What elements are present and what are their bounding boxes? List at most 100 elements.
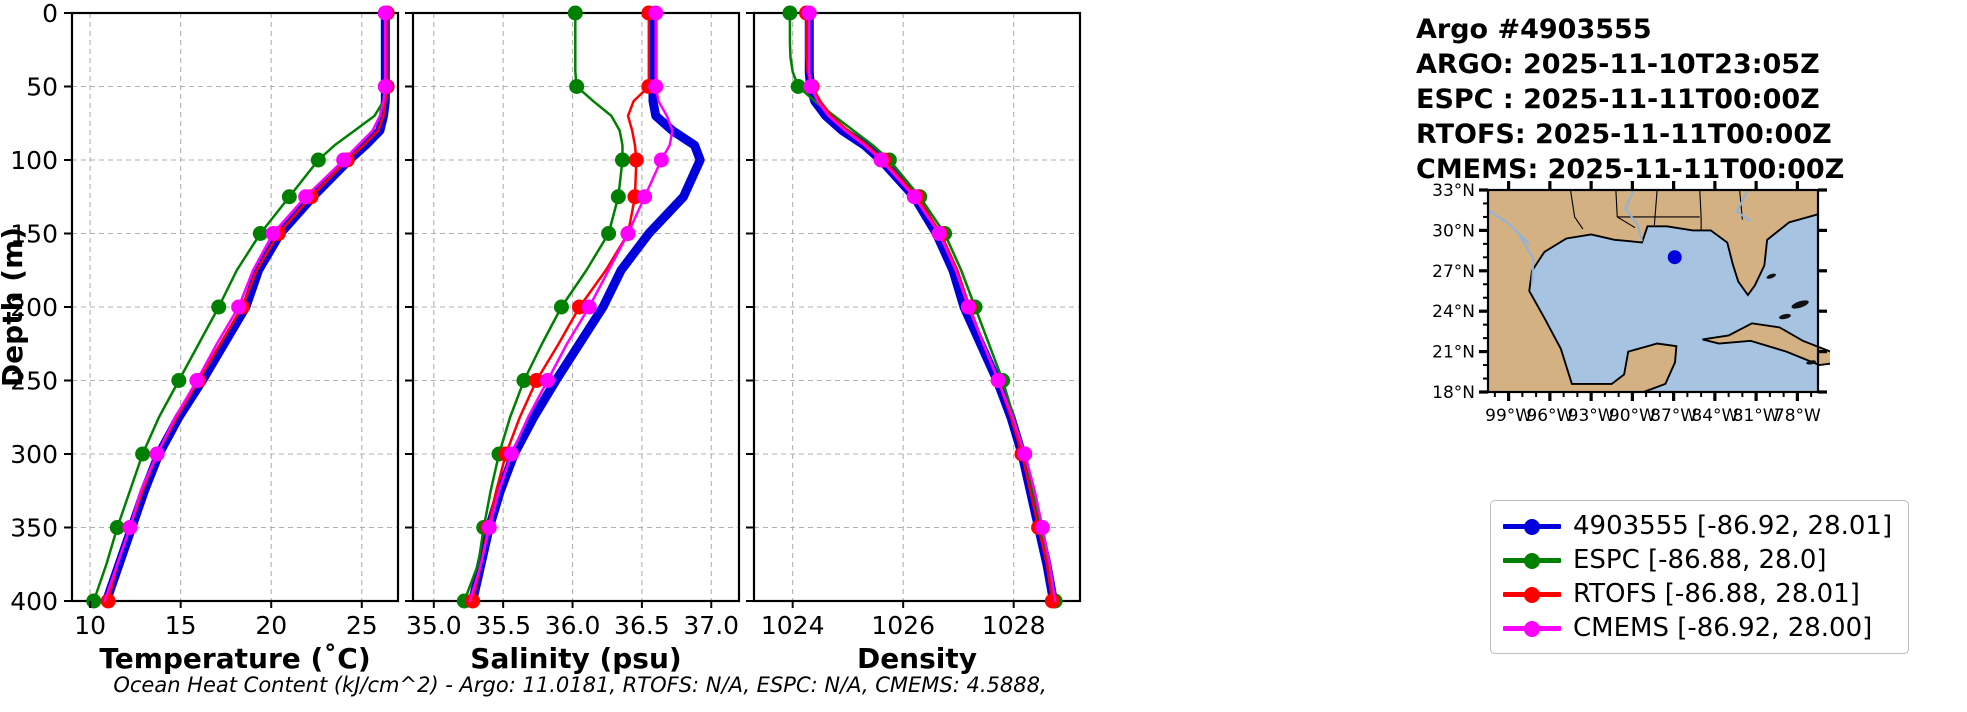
x-tick-label: 35.0 [406, 611, 462, 640]
metadata-line-0: Argo #4903555 [1416, 14, 1652, 45]
series-marker-ESPC [553, 299, 569, 315]
series-marker-ESPC [135, 446, 151, 462]
map-lat-label: 21°N [1432, 343, 1475, 363]
series-marker-CMEMS [189, 373, 205, 388]
series-marker-CMEMS [990, 373, 1006, 388]
y-axis-title: Depth (m) [0, 227, 29, 387]
series-line-4903555 [468, 8, 705, 606]
legend-entry-2[interactable]: RTOFS [-86.88, 28.01] [1503, 577, 1892, 611]
x-tick-label: 36.5 [614, 611, 670, 640]
series-marker-ESPC [109, 520, 125, 535]
map-lon-label: 81°W [1733, 406, 1780, 426]
series-marker-CMEMS [803, 79, 819, 94]
series-marker-CMEMS [149, 446, 165, 462]
map-island-3 [1806, 360, 1817, 365]
location-map: 33°N 30°N 27°N 24°N 21°N 18°N 99°W 96°W 93°W 90°W… [1400, 180, 1853, 480]
series-marker-CMEMS [873, 152, 889, 168]
map-lon-label: 96°W [1526, 406, 1573, 426]
series-marker-CMEMS [648, 5, 664, 21]
series-marker-CMEMS [481, 520, 497, 535]
series-marker-CMEMS [620, 226, 636, 241]
map-border-0 [1569, 189, 1584, 230]
series-marker-CMEMS [581, 299, 597, 315]
series-marker-CMEMS [906, 189, 922, 205]
series-marker-CMEMS [1034, 520, 1050, 535]
series-marker-CMEMS [298, 189, 314, 205]
map-lon-label: 84°W [1691, 406, 1738, 426]
x-axis-title-density: Density [857, 642, 977, 675]
legend-color-swatch [1503, 549, 1561, 571]
series-marker-ESPC [790, 79, 806, 94]
series-marker-ESPC [211, 299, 227, 315]
map-lon-label: 99°W [1485, 406, 1532, 426]
series-marker-ESPC [601, 226, 617, 241]
x-axis-title-salinity: Salinity (psu) [470, 642, 681, 675]
series-marker-RTOFS [465, 593, 481, 609]
x-tick-label: 37.0 [683, 611, 739, 640]
x-tick-label: 35.5 [475, 611, 531, 640]
series-marker-ESPC [310, 152, 326, 168]
x-axis-title-temperature: Temperature (˚C) [99, 642, 370, 675]
map-river-3 [1487, 209, 1530, 245]
series-marker-CMEMS [637, 189, 653, 205]
series-marker-RTOFS [628, 152, 644, 168]
series-marker-CMEMS [648, 79, 664, 94]
y-tick-label: 200 [10, 293, 58, 322]
y-tick-label: 0 [42, 0, 58, 28]
x-tick-label: 1026 [871, 611, 935, 640]
x-tick-label: 10 [74, 611, 106, 640]
map-canvas: 33°N 30°N 27°N 24°N 21°N 18°N 99°W96°W93°W90°W… [1432, 181, 1853, 426]
map-island-1 [1779, 313, 1791, 320]
map-lat-label: 18°N [1432, 383, 1475, 403]
x-tick-label: 1028 [982, 611, 1046, 640]
map-lat-label: 30°N [1432, 221, 1475, 241]
series-legend: 4903555 [-86.92, 28.01] ESPC [-86.88, 28.… [1490, 500, 1910, 654]
series-marker-RTOFS [1044, 593, 1060, 609]
series-marker-ESPC [86, 593, 102, 609]
metadata-header: Argo #4903555 ARGO: 2025-11-10T23:05Z ESPC… [1416, 12, 1844, 187]
y-tick-label: 150 [10, 220, 58, 249]
series-marker-CMEMS [265, 226, 281, 241]
legend-label: ESPC [-86.88, 28.0] [1573, 545, 1827, 575]
map-border-3 [1699, 189, 1702, 231]
map-float-marker[interactable] [1667, 250, 1682, 265]
series-marker-ESPC [610, 189, 626, 205]
legend-entry-0[interactable]: 4903555 [-86.92, 28.01] [1503, 509, 1892, 543]
series-marker-CMEMS [503, 446, 519, 462]
map-frame [1486, 188, 1820, 394]
side-panel: Argo #4903555 ARGO: 2025-11-10T23:05Z ESPC… [1390, 0, 1967, 712]
series-marker-ESPC [171, 373, 187, 388]
legend-label: 4903555 [-86.92, 28.01] [1573, 511, 1893, 541]
x-tick-label: 36.0 [545, 611, 601, 640]
legend-color-swatch [1503, 617, 1561, 639]
series-marker-CMEMS [122, 520, 138, 535]
map-lon-label: 87°W [1650, 406, 1697, 426]
map-river-2 [1518, 235, 1535, 285]
y-tick-label: 300 [10, 440, 58, 469]
location-map-svg: 33°N 30°N 27°N 24°N 21°N 18°N 99°W96°W93°W90°W… [1432, 181, 1853, 426]
series-marker-RTOFS [528, 373, 544, 388]
y-tick-label: 100 [10, 146, 58, 175]
map-lat-label: 27°N [1432, 262, 1475, 282]
legend-label: RTOFS [-86.88, 28.01] [1573, 579, 1860, 609]
legend-entry-3[interactable]: CMEMS [-86.92, 28.00] [1503, 611, 1892, 645]
series-marker-CMEMS [540, 373, 556, 388]
series-marker-ESPC [569, 79, 585, 94]
y-tick-label: 50 [26, 73, 58, 102]
map-island-2 [1766, 273, 1776, 279]
series-marker-CMEMS [231, 299, 247, 315]
series-marker-CMEMS [960, 299, 976, 315]
legend-color-swatch [1503, 515, 1561, 537]
series-marker-CMEMS [377, 79, 393, 94]
legend-entry-1[interactable]: ESPC [-86.88, 28.0] [1503, 543, 1892, 577]
series-marker-ESPC [252, 226, 268, 241]
metadata-line-1: ARGO: 2025-11-10T23:05Z [1416, 49, 1820, 81]
map-land-northamerica [1487, 189, 1819, 393]
x-tick-label: 15 [165, 611, 197, 640]
series-marker-ESPC [281, 189, 297, 205]
